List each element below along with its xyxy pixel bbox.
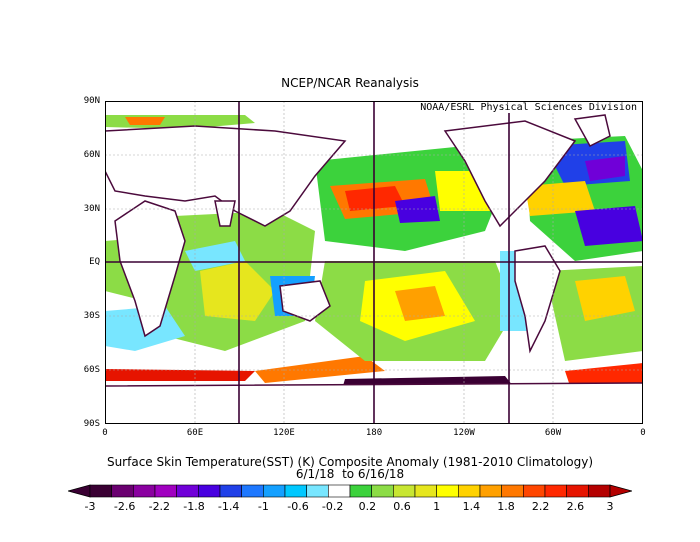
- colorbar-swatch: [154, 484, 177, 498]
- anomaly-map: NOAA/ESRL Physical Sciences Division: [104, 101, 644, 425]
- colorbar-low-arrow: [68, 484, 91, 498]
- colorbar-tick-label: -2.6: [113, 500, 136, 513]
- colorbar-swatch: [371, 484, 394, 498]
- credit-label: NOAA/ESRL Physical Sciences Division: [418, 102, 639, 113]
- colorbar-swatch: [198, 484, 221, 498]
- colorbar-swatch: [241, 484, 264, 498]
- colorbar-tick-label: 1.4: [462, 500, 481, 513]
- anomaly-shading: [105, 115, 643, 416]
- lat-label: 60N: [83, 150, 100, 160]
- colorbar-swatch: [544, 484, 567, 498]
- lat-label: 90N: [83, 96, 100, 106]
- lon-label: 120E: [273, 428, 295, 438]
- colorbar-swatch: [479, 484, 502, 498]
- colorbar-tick-label: 2.2: [531, 500, 550, 513]
- colorbar-swatch: [306, 484, 329, 498]
- colorbar-tick-label: 1: [433, 500, 441, 513]
- lat-label: EQ: [89, 257, 100, 267]
- colorbar-swatch: [284, 484, 307, 498]
- colorbar-swatch: [566, 484, 589, 498]
- lon-label: 180: [365, 428, 383, 438]
- lon-label: 60E: [186, 428, 204, 438]
- colorbar-tick-label: 2.6: [566, 500, 585, 513]
- colorbar-swatch: [263, 484, 286, 498]
- map-canvas: [104, 101, 644, 425]
- colorbar-swatch: [458, 484, 481, 498]
- lat-label: 90S: [83, 419, 100, 429]
- colorbar-swatch: [176, 484, 199, 498]
- caption-dates: 6/1/18 to 6/16/18: [295, 467, 405, 481]
- colorbar-tick-label: -0.2: [321, 500, 344, 513]
- colorbar: [68, 484, 632, 498]
- colorbar-tick-label: -1: [257, 500, 269, 513]
- colorbar-tick-label: 0.2: [358, 500, 377, 513]
- colorbar-tick-label: 3: [606, 500, 614, 513]
- colorbar-swatch: [328, 484, 351, 498]
- colorbar-high-arrow: [609, 484, 632, 498]
- colorbar-tick-label: -1.8: [183, 500, 205, 513]
- colorbar-tick-label: -1.4: [217, 500, 240, 513]
- lon-label: 0: [640, 428, 646, 438]
- colorbar-swatch: [133, 484, 156, 498]
- colorbar-swatch: [89, 484, 112, 498]
- lon-label: 120W: [453, 428, 475, 438]
- colorbar-tick-label: -2.2: [148, 500, 171, 513]
- map-title: NCEP/NCAR Reanalysis: [281, 76, 419, 90]
- colorbar-swatch: [588, 484, 611, 498]
- lat-label: 30N: [83, 204, 100, 214]
- lon-label: 0: [102, 428, 108, 438]
- lat-label: 30S: [83, 311, 100, 321]
- lon-label: 60W: [544, 428, 562, 438]
- colorbar-swatch: [219, 484, 242, 498]
- colorbar-swatch: [111, 484, 134, 498]
- colorbar-swatch: [436, 484, 459, 498]
- region-box-lines: [105, 101, 643, 424]
- colorbar-swatch: [414, 484, 437, 498]
- colorbar-tick-label: 1.8: [497, 500, 515, 513]
- colorbar-swatch: [393, 484, 416, 498]
- lat-label: 60S: [83, 365, 100, 375]
- colorbar-tick-label: 0.6: [393, 500, 411, 513]
- colorbar-swatch: [523, 484, 546, 498]
- colorbar-swatch: [501, 484, 524, 498]
- colorbar-tick-label: -3: [84, 500, 96, 513]
- colorbar-swatch: [349, 484, 372, 498]
- colorbar-tick-label: -0.6: [287, 500, 309, 513]
- caption-title: Surface Skin Temperature(SST) (K) Compos…: [106, 455, 594, 469]
